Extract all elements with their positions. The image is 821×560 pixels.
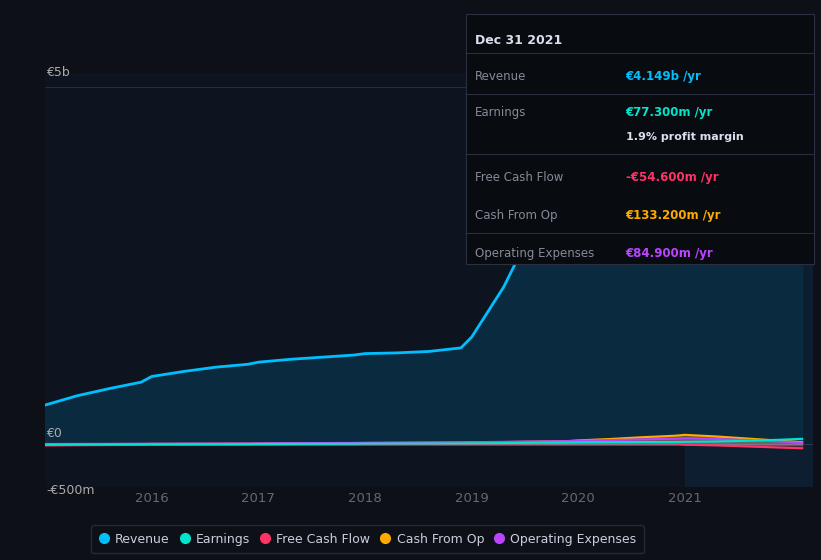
Text: €5b: €5b	[46, 66, 70, 79]
Text: Free Cash Flow: Free Cash Flow	[475, 171, 564, 184]
Text: -€54.600m /yr: -€54.600m /yr	[626, 171, 718, 184]
Text: €133.200m /yr: €133.200m /yr	[626, 209, 721, 222]
Text: -€500m: -€500m	[46, 484, 94, 497]
Text: €77.300m /yr: €77.300m /yr	[626, 106, 713, 119]
Text: €4.149b /yr: €4.149b /yr	[626, 70, 701, 83]
Text: Operating Expenses: Operating Expenses	[475, 248, 594, 260]
Text: Dec 31 2021: Dec 31 2021	[475, 34, 562, 46]
Text: €0: €0	[46, 427, 62, 440]
Text: 1.9% profit margin: 1.9% profit margin	[626, 132, 743, 142]
Text: Earnings: Earnings	[475, 106, 527, 119]
Text: Revenue: Revenue	[475, 70, 527, 83]
Text: €84.900m /yr: €84.900m /yr	[626, 248, 713, 260]
Bar	[685, 73, 813, 487]
Text: Cash From Op: Cash From Op	[475, 209, 557, 222]
Legend: Revenue, Earnings, Free Cash Flow, Cash From Op, Operating Expenses: Revenue, Earnings, Free Cash Flow, Cash …	[91, 525, 644, 553]
